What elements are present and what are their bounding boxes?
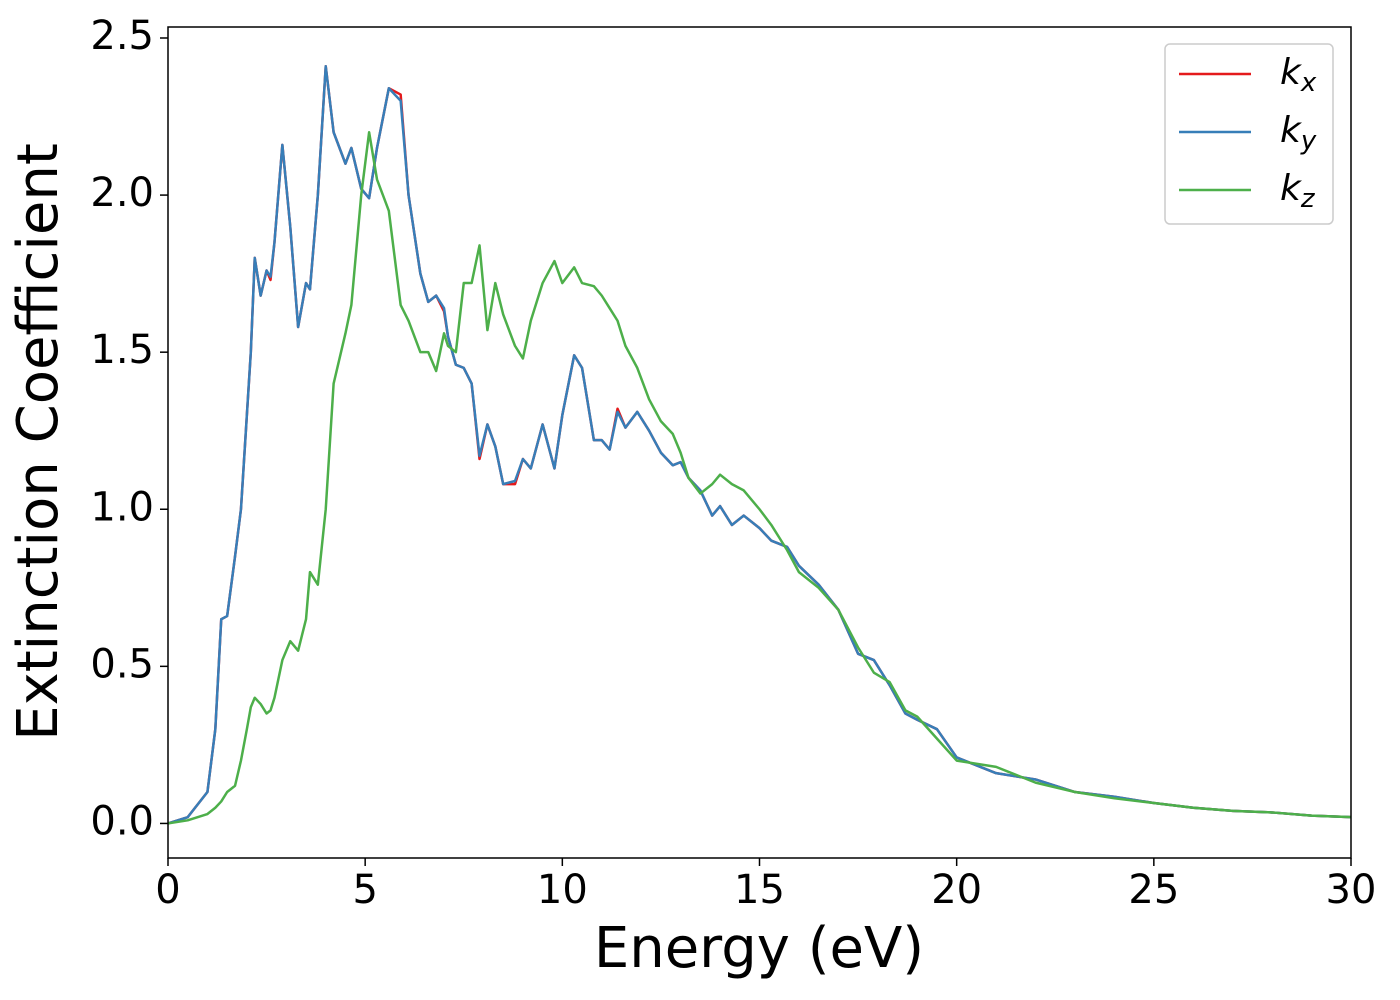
x-tick-label: 5 (352, 867, 377, 913)
line-series (167, 131, 1352, 825)
x-tick-label: 30 (1326, 867, 1377, 913)
legend-label: kx (1280, 52, 1317, 98)
x-tick-label: 10 (537, 867, 588, 913)
legend-box (1164, 43, 1334, 225)
y-tick-label: 2.0 (90, 170, 154, 216)
y-tick-label: 1.5 (90, 327, 154, 373)
y-tick-label: 1.0 (90, 484, 154, 530)
legend-label: ky (1280, 110, 1317, 156)
x-tick-label: 0 (155, 867, 180, 913)
x-tick-label: 25 (1128, 867, 1179, 913)
y-tick-label: 0.5 (90, 641, 154, 687)
legend: kx ky kz (1164, 43, 1334, 225)
x-tick-label: 15 (734, 867, 785, 913)
legend-label: kz (1280, 168, 1316, 214)
y-tick-label: 0.0 (90, 798, 154, 844)
y-axis-label: Extinction Coefficient (6, 143, 71, 741)
x-axis-label: Energy (eV) (594, 916, 924, 981)
plot-frame (167, 26, 1352, 859)
y-tick-label: 2.5 (90, 13, 154, 59)
line-series (167, 65, 1352, 825)
x-tick-label: 20 (931, 867, 982, 913)
